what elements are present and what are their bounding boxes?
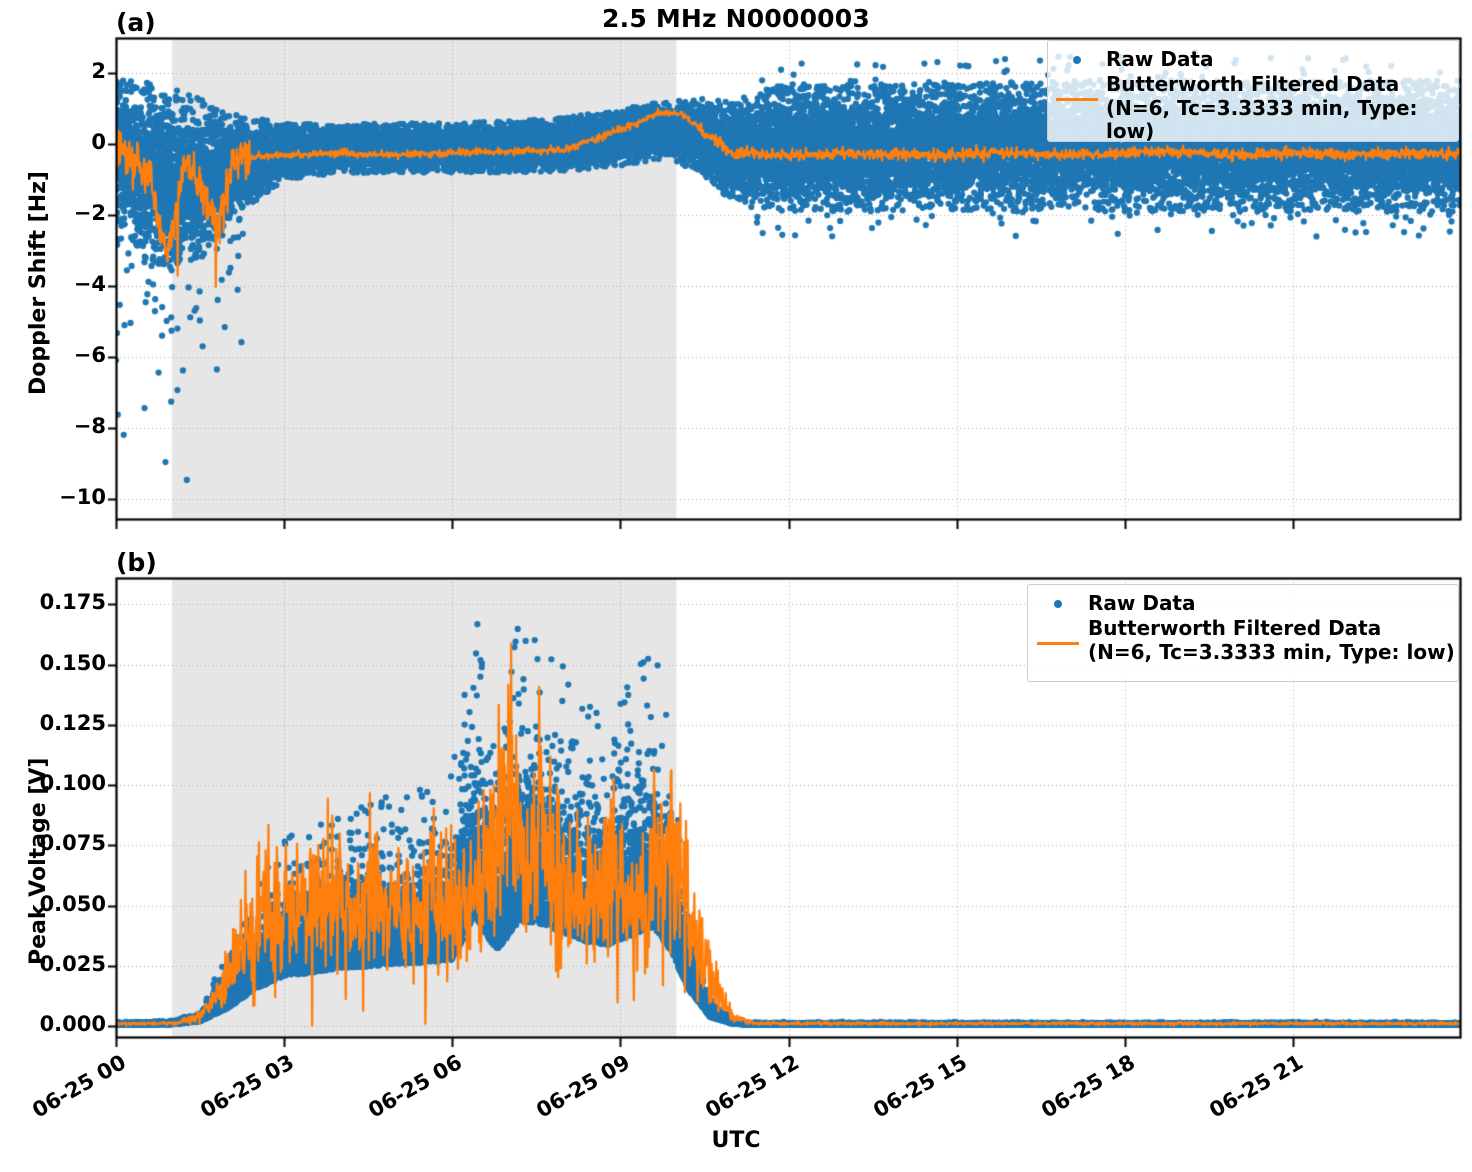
figure-root: 2.5 MHz N0000003 (a) (b) Doppler Shift [… [0, 0, 1472, 1172]
chart-canvas [0, 0, 1472, 1172]
